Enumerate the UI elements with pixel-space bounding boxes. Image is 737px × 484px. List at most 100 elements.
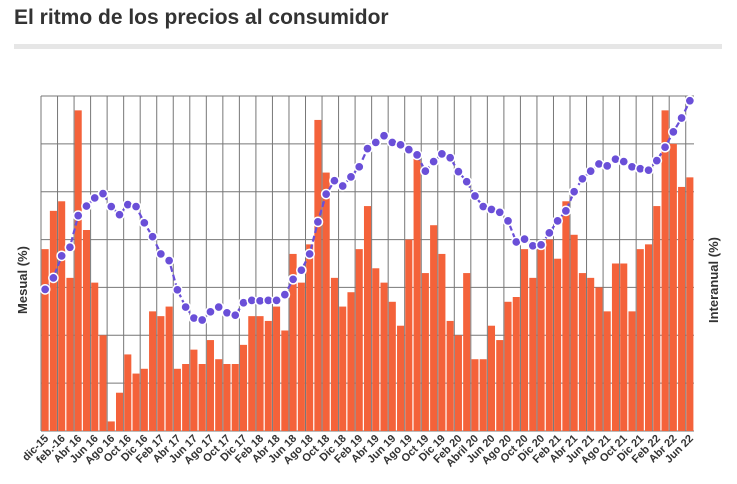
point-Abr 18	[271, 295, 282, 306]
point-may-22	[676, 112, 687, 124]
bar-jul-19	[397, 325, 405, 431]
bar-mar-21	[562, 201, 570, 431]
point-Abr 17	[172, 284, 183, 296]
bar-mar-16	[66, 277, 74, 431]
bar-sep-18	[314, 119, 322, 431]
bar-Feb 21	[554, 258, 562, 431]
point-may-19	[378, 130, 390, 142]
bar-Dic 16	[140, 368, 148, 431]
bar-Dic 18	[339, 306, 347, 431]
point-Feb 21	[552, 215, 563, 227]
bar-Feb 17	[157, 316, 165, 431]
point-Jun 22	[684, 95, 696, 107]
bar-ene-16	[49, 210, 57, 431]
bar-ene-20	[446, 320, 454, 431]
bar-Dic 20	[537, 249, 545, 431]
point-nov-16	[130, 201, 142, 212]
bar-Jun 18	[289, 253, 297, 431]
bar-nov-18	[330, 277, 338, 431]
bar-Oct 17	[223, 364, 231, 431]
bar-ene-22	[645, 244, 653, 431]
point-Oct 21	[618, 156, 630, 167]
point-Oct 20	[519, 233, 530, 245]
bar-Oct 19	[421, 273, 429, 431]
point-Feb 22	[651, 155, 663, 166]
point-Abr 21	[568, 186, 580, 198]
bar-jul-20	[496, 340, 504, 431]
point-Feb 19	[353, 161, 365, 173]
bar-Oct 16	[124, 354, 132, 431]
bar-Jun 19	[388, 301, 396, 431]
bar-mar-22	[661, 110, 669, 431]
bar-nov-20	[529, 277, 537, 431]
bar-may-19	[380, 282, 388, 431]
point-Ago 17	[205, 306, 216, 318]
bar-Feb 18	[256, 316, 264, 431]
point-Feb 17	[155, 248, 167, 260]
bar-Ago 16	[107, 421, 115, 431]
bar-Feb 19	[355, 249, 363, 431]
bar-jul-18	[297, 282, 305, 431]
y-axis-label-left: Mesual (%)	[15, 246, 30, 314]
point-Ago 19	[403, 144, 415, 155]
bar-may-22	[678, 186, 686, 431]
bar-nov-17	[231, 364, 239, 431]
bar-Ago 18	[306, 244, 314, 431]
point-jul-16	[97, 188, 109, 199]
point-dic-15	[39, 283, 51, 295]
bar-dic-15	[41, 249, 49, 431]
bar-Abr 18	[273, 306, 281, 431]
bar-mar-17	[165, 306, 173, 431]
bar-jul-17	[198, 364, 206, 431]
bar-Feb 22	[653, 206, 661, 431]
bar-may-18	[281, 330, 289, 431]
point-mar-19	[362, 143, 373, 154]
point-Oct 19	[420, 165, 431, 177]
point-Jun 18	[287, 273, 299, 285]
point-Abr 22	[667, 126, 679, 138]
bar-Abr 21	[570, 234, 578, 431]
bar-Oct 20	[521, 249, 529, 431]
bar-Oct 18	[322, 172, 330, 432]
bar-Ago 20	[504, 301, 512, 431]
point-Abr 19	[370, 137, 382, 148]
bar-may-21	[578, 273, 586, 431]
point-jul-18	[296, 264, 307, 276]
point-nov-19	[428, 156, 439, 167]
point-Jun 16	[89, 192, 101, 204]
bar-jul-21	[595, 287, 603, 431]
point-jul-20	[494, 206, 506, 218]
bar-nov-16	[132, 373, 140, 431]
point-mar-17	[163, 255, 175, 266]
line-series	[39, 95, 696, 326]
point-jul-17	[196, 314, 208, 326]
point-may-17	[180, 301, 192, 313]
point-feb.-16	[56, 250, 68, 262]
bar-Abr 17	[173, 368, 181, 431]
bar-Ago 19	[405, 239, 413, 431]
bar-ene-18	[248, 316, 256, 431]
bar-sep-17	[215, 359, 223, 431]
bar-Jun 20	[487, 325, 496, 431]
point-ene-17	[147, 231, 158, 243]
bar-nov-21	[628, 311, 636, 431]
point-Oct 18	[320, 188, 332, 200]
point-ene-20	[444, 152, 456, 164]
bar-sep-20	[512, 297, 520, 431]
point-mar-21	[560, 205, 572, 217]
bar-Abr 22	[669, 143, 677, 431]
bar-nov-19	[430, 225, 438, 431]
bar-Dic 17	[239, 344, 248, 431]
bar-ene-19	[347, 292, 355, 431]
bar-Jun 22	[686, 177, 694, 431]
bar-mar-18	[264, 320, 272, 431]
bar-sep-19	[413, 158, 421, 431]
point-Feb 20	[453, 166, 464, 177]
point-may-21	[577, 173, 588, 185]
bar-Dic 21	[636, 249, 644, 431]
point-nov-17	[229, 309, 241, 321]
chart-title: El ritmo de los precios al consumidor	[14, 6, 389, 29]
bar-ene-17	[149, 311, 157, 431]
bar-may-20	[479, 359, 487, 431]
